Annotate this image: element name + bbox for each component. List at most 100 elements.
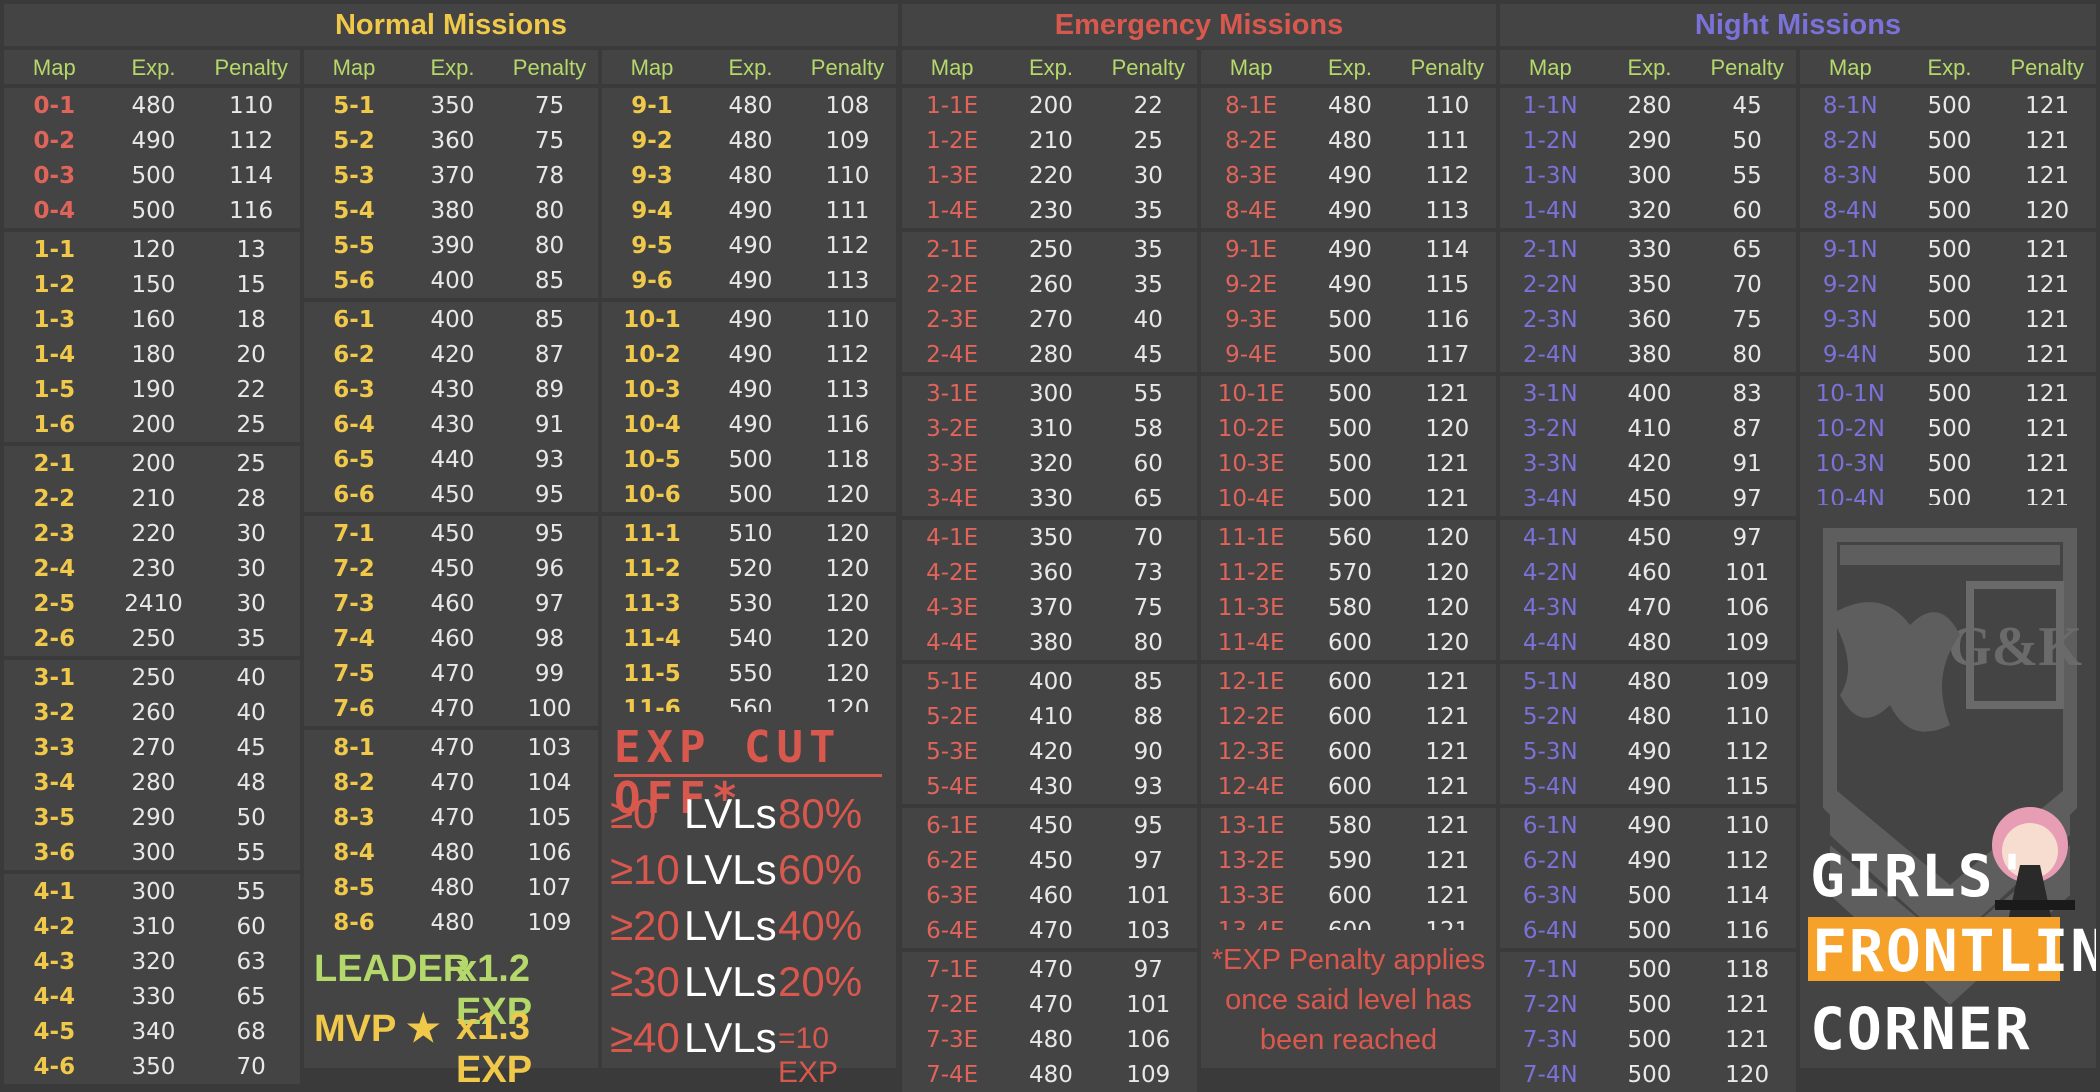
exp-cell: 500 — [1328, 306, 1372, 333]
leader-multiplier: x1.2 EXP — [456, 948, 533, 1033]
penalty-cell: 48 — [236, 769, 266, 796]
table-row: 1-1N 280 45 — [1500, 88, 1796, 123]
map-cell: 1-3N — [1522, 162, 1578, 189]
exp-cell: 560 — [1328, 524, 1372, 551]
table-row: 8-1N 500 121 — [1800, 88, 2096, 123]
penalty-cell: 121 — [2025, 450, 2070, 477]
exp-cell: 500 — [1927, 380, 1972, 407]
table-row: 1-2E 210 25 — [902, 123, 1197, 158]
exp-cell: 480 — [1029, 1061, 1073, 1088]
column-header-exp: Exp. — [728, 54, 773, 80]
table-row: 5-5 390 80 — [304, 228, 598, 263]
table-row: 12-2E 600 121 — [1201, 699, 1496, 734]
map-cell: 10-1 — [623, 306, 681, 333]
map-cell: 10-3N — [1815, 450, 1886, 477]
exp-cell: 400 — [1627, 380, 1672, 407]
table-row: 5-6 400 85 — [304, 263, 598, 298]
exp-cell: 500 — [1627, 1026, 1672, 1053]
exp-cell: 480 — [430, 874, 475, 901]
table-row: 6-2 420 87 — [304, 337, 598, 372]
map-cell: 9-1N — [1822, 236, 1878, 263]
table-row: 9-6 490 113 — [602, 263, 896, 298]
table-row: 7-2N 500 121 — [1500, 987, 1796, 1022]
penalty-cell: 120 — [825, 555, 870, 582]
map-cell: 1-4N — [1522, 197, 1578, 224]
level-threshold: ≥0 — [610, 790, 657, 837]
column-header-penalty: Penalty — [512, 54, 587, 80]
penalty-cell: 100 — [527, 695, 572, 722]
penalty-cell: 103 — [1126, 917, 1171, 944]
penalty-cell: 101 — [1725, 559, 1770, 586]
mission-block: 13-1E58012113-2E59012113-3E60012113-4E60… — [1201, 808, 1496, 948]
table-row: 13-2E 590 121 — [1201, 843, 1496, 878]
table-row: 10-1 490 110 — [602, 302, 896, 337]
branding-panel: G&K GIRLS' FRONTLINE CORNER — [1800, 505, 2096, 1068]
mission-block: 3-1 250 40 3-2 260 40 3-3 270 45 3-4 280 48 3-5 290 50… — [4, 660, 300, 870]
map-cell: 7-3N — [1522, 1026, 1578, 1053]
table-row: 2-4E 280 45 — [902, 337, 1197, 372]
column-header-exp: Exp. — [1927, 54, 1972, 80]
column-header-map: Map — [332, 54, 376, 80]
map-cell: 7-3 — [333, 590, 375, 617]
table-row: 10-1E 500 121 — [1201, 376, 1496, 411]
table-row: 11-5 550 120 — [602, 656, 896, 691]
exp-percentage: 60% — [778, 846, 863, 893]
penalty-cell: 22 — [236, 376, 266, 403]
exp-cell: 500 — [1927, 306, 1972, 333]
map-cell: 3-2E — [926, 415, 979, 442]
table-row: 7-1 450 95 — [304, 516, 598, 551]
penalty-cell: 55 — [236, 839, 266, 866]
map-cell: 11-4 — [623, 625, 681, 652]
map-cell: 6-3E — [926, 882, 979, 909]
map-cell: 6-1N — [1522, 812, 1578, 839]
table-row: 7-1E 470 97 — [902, 952, 1197, 987]
table-row: 11-4E 600 120 — [1201, 625, 1496, 660]
column-header-penalty: Penalty — [214, 54, 288, 80]
map-cell: 5-4E — [926, 773, 979, 800]
penalty-cell: 45 — [236, 734, 266, 761]
table-row: 1-4 180 20 — [4, 337, 300, 372]
table-row: 2-1E 250 35 — [902, 232, 1197, 267]
penalty-cell: 116 — [825, 411, 870, 438]
mission-block: 5-1 350 75 5-2 360 75 5-3 370 78 5-4 380 80 5-5 390 80… — [304, 88, 598, 298]
table-row: 4-3E 370 75 — [902, 590, 1197, 625]
map-cell: 8-3N — [1822, 162, 1878, 189]
penalty-cell: 35 — [1133, 271, 1163, 298]
map-cell: 2-5 — [33, 590, 76, 617]
table-row: 4-5 340 68 — [4, 1014, 300, 1049]
map-cell: 6-5 — [333, 446, 375, 473]
exp-cell: 480 — [1627, 703, 1672, 730]
exp-cell: 450 — [430, 481, 475, 508]
exp-cell: 490 — [728, 267, 773, 294]
exp-cell: 370 — [430, 162, 475, 189]
penalty-cell: 93 — [534, 446, 565, 473]
exp-cell: 300 — [131, 878, 176, 905]
exp-cell: 450 — [1627, 524, 1672, 551]
exp-cell: 490 — [1328, 162, 1372, 189]
table-row: 5-2E 410 88 — [902, 699, 1197, 734]
column-header-exp: Exp. — [131, 54, 176, 80]
exp-cutoff-underline — [614, 774, 882, 777]
map-cell: 5-1 — [333, 92, 375, 119]
exp-cell: 490 — [728, 197, 773, 224]
map-cell: 6-2 — [333, 341, 375, 368]
level-unit: LVLs — [684, 958, 777, 1005]
map-cell: 8-1N — [1822, 92, 1878, 119]
map-cell: 2-3E — [926, 306, 979, 333]
table-row: 10-1N 500 121 — [1800, 376, 2096, 411]
penalty-cell: 18 — [236, 306, 266, 333]
table-row: 4-2E 360 73 — [902, 555, 1197, 590]
map-cell: 1-1N — [1522, 92, 1578, 119]
map-cell: 1-1 — [33, 236, 76, 263]
table-row: 2-2 210 28 — [4, 481, 300, 516]
table-row: 4-2 310 60 — [4, 909, 300, 944]
table-row: 7-1N 500 118 — [1500, 952, 1796, 987]
table-row: 3-3N 420 91 — [1500, 446, 1796, 481]
exp-cell: 500 — [1927, 415, 1972, 442]
map-cell: 8-1 — [333, 734, 375, 761]
exp-cell: 370 — [1029, 594, 1073, 621]
exp-cutoff-row: ≥40 LVLs =10 EXP — [602, 1014, 896, 1089]
map-cell: 7-5 — [333, 660, 375, 687]
table-row: 5-4E 430 93 — [902, 769, 1197, 804]
exp-cell: 490 — [1627, 847, 1672, 874]
